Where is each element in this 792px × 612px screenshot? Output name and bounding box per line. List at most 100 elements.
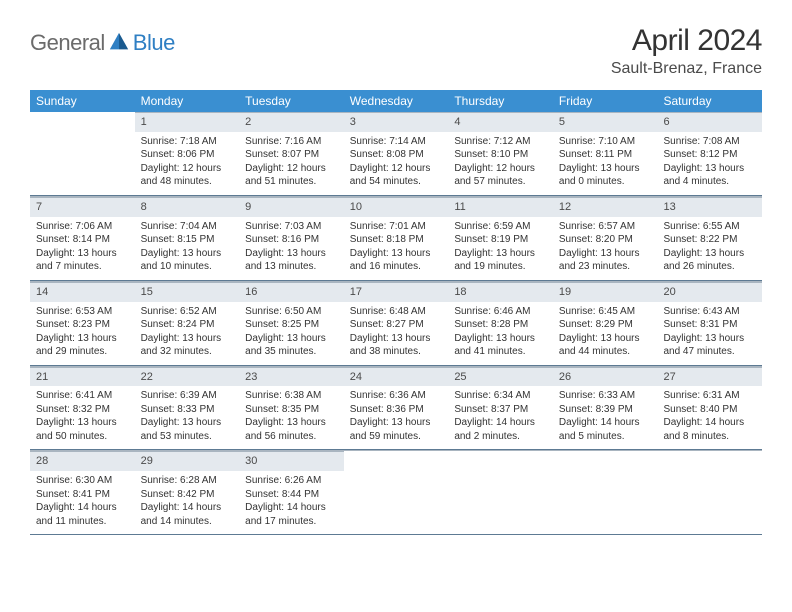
daylight-text: Daylight: 13 hours and 16 minutes. [350,247,443,274]
day-number: 13 [657,197,762,217]
day-number: 6 [657,112,762,132]
daylight-text: Daylight: 13 hours and 59 minutes. [350,416,443,443]
sunrise-text: Sunrise: 6:43 AM [663,305,756,319]
day-content: Sunrise: 6:52 AMSunset: 8:24 PMDaylight:… [135,305,240,359]
day-cell: 10 Sunrise: 7:01 AMSunset: 8:18 PMDayligh… [344,196,449,280]
day-number: 1 [135,112,240,132]
sunset-text: Sunset: 8:15 PM [141,233,234,247]
sunrise-text: Sunrise: 7:12 AM [454,135,547,149]
day-number: 16 [239,282,344,302]
weekday-header-row: SundayMondayTuesdayWednesdayThursdayFrid… [30,90,762,112]
sunset-text: Sunset: 8:40 PM [663,403,756,417]
day-cell: 13 Sunrise: 6:55 AMSunset: 8:22 PMDayligh… [657,196,762,280]
sunrise-text: Sunrise: 6:38 AM [245,389,338,403]
daylight-text: Daylight: 13 hours and 29 minutes. [36,332,129,359]
day-number: 5 [553,112,658,132]
daylight-text: Daylight: 14 hours and 11 minutes. [36,501,129,528]
week-row: 28 Sunrise: 6:30 AMSunset: 8:41 PMDayligh… [30,450,762,535]
day-number: 14 [30,282,135,302]
sunrise-text: Sunrise: 6:52 AM [141,305,234,319]
sunset-text: Sunset: 8:42 PM [141,488,234,502]
sunrise-text: Sunrise: 7:10 AM [559,135,652,149]
day-cell: 4 Sunrise: 7:12 AMSunset: 8:10 PMDaylight… [448,112,553,195]
day-number: 3 [344,112,449,132]
day-number: 10 [344,197,449,217]
day-cell: 26Sunrise: 6:33 AMSunset: 8:39 PMDayligh… [553,366,658,450]
day-number: 2 [239,112,344,132]
day-content: Sunrise: 6:38 AMSunset: 8:35 PMDaylight:… [239,389,344,443]
weekday-header: Thursday [448,90,553,112]
daylight-text: Daylight: 13 hours and 47 minutes. [663,332,756,359]
day-content: Sunrise: 7:18 AMSunset: 8:06 PMDaylight:… [135,135,240,189]
day-content: Sunrise: 6:30 AMSunset: 8:41 PMDaylight:… [30,474,135,528]
day-number: 25 [448,367,553,387]
sunset-text: Sunset: 8:07 PM [245,148,338,162]
day-content: Sunrise: 7:16 AMSunset: 8:07 PMDaylight:… [239,135,344,189]
sunset-text: Sunset: 8:44 PM [245,488,338,502]
sunrise-text: Sunrise: 6:59 AM [454,220,547,234]
day-cell: 5Sunrise: 7:10 AMSunset: 8:11 PMDaylight… [553,112,658,195]
day-content: Sunrise: 7:03 AMSunset: 8:16 PMDaylight:… [239,220,344,274]
logo-text-general: General [30,30,105,56]
weekday-header: Saturday [657,90,762,112]
day-content: Sunrise: 6:26 AMSunset: 8:44 PMDaylight:… [239,474,344,528]
day-cell [657,450,762,534]
daylight-text: Daylight: 13 hours and 38 minutes. [350,332,443,359]
day-cell: 15 Sunrise: 6:52 AMSunset: 8:24 PMDayligh… [135,281,240,365]
daylight-text: Daylight: 13 hours and 26 minutes. [663,247,756,274]
sunset-text: Sunset: 8:39 PM [559,403,652,417]
day-number: 29 [135,451,240,471]
sunrise-text: Sunrise: 7:03 AM [245,220,338,234]
daylight-text: Daylight: 14 hours and 8 minutes. [663,416,756,443]
day-content: Sunrise: 7:01 AMSunset: 8:18 PMDaylight:… [344,220,449,274]
sunrise-text: Sunrise: 6:28 AM [141,474,234,488]
sunset-text: Sunset: 8:32 PM [36,403,129,417]
day-cell: 23Sunrise: 6:38 AMSunset: 8:35 PMDayligh… [239,366,344,450]
day-number: 4 [448,112,553,132]
day-content: Sunrise: 6:39 AMSunset: 8:33 PMDaylight:… [135,389,240,443]
day-cell: 9Sunrise: 7:03 AMSunset: 8:16 PMDaylight… [239,196,344,280]
week-row: 21Sunrise: 6:41 AMSunset: 8:32 PMDayligh… [30,366,762,451]
day-number [657,451,762,471]
day-content: Sunrise: 6:46 AMSunset: 8:28 PMDaylight:… [448,305,553,359]
sunset-text: Sunset: 8:19 PM [454,233,547,247]
calendar-page: General Blue April 2024 Sault-Brenaz, Fr… [0,0,792,555]
daylight-text: Daylight: 13 hours and 10 minutes. [141,247,234,274]
day-cell: 19Sunrise: 6:45 AMSunset: 8:29 PMDayligh… [553,281,658,365]
weekday-header: Tuesday [239,90,344,112]
weekday-header: Sunday [30,90,135,112]
sunset-text: Sunset: 8:31 PM [663,318,756,332]
daylight-text: Daylight: 12 hours and 54 minutes. [350,162,443,189]
day-content: Sunrise: 7:08 AMSunset: 8:12 PMDaylight:… [657,135,762,189]
daylight-text: Daylight: 14 hours and 5 minutes. [559,416,652,443]
sunrise-text: Sunrise: 7:06 AM [36,220,129,234]
sunset-text: Sunset: 8:35 PM [245,403,338,417]
day-number [30,112,135,132]
day-number: 7 [30,197,135,217]
day-content: Sunrise: 6:43 AMSunset: 8:31 PMDaylight:… [657,305,762,359]
sunset-text: Sunset: 8:06 PM [141,148,234,162]
daylight-text: Daylight: 13 hours and 0 minutes. [559,162,652,189]
day-number: 28 [30,451,135,471]
day-number: 11 [448,197,553,217]
day-content: Sunrise: 7:04 AMSunset: 8:15 PMDaylight:… [135,220,240,274]
sunset-text: Sunset: 8:24 PM [141,318,234,332]
daylight-text: Daylight: 13 hours and 13 minutes. [245,247,338,274]
day-content: Sunrise: 7:12 AMSunset: 8:10 PMDaylight:… [448,135,553,189]
day-number: 15 [135,282,240,302]
sunrise-text: Sunrise: 6:33 AM [559,389,652,403]
location-label: Sault-Brenaz, France [611,60,762,78]
sunset-text: Sunset: 8:22 PM [663,233,756,247]
day-number: 30 [239,451,344,471]
weekday-header: Friday [553,90,658,112]
day-number: 23 [239,367,344,387]
day-content: Sunrise: 6:55 AMSunset: 8:22 PMDaylight:… [657,220,762,274]
day-number: 21 [30,367,135,387]
day-content: Sunrise: 6:50 AMSunset: 8:25 PMDaylight:… [239,305,344,359]
day-content: Sunrise: 7:14 AMSunset: 8:08 PMDaylight:… [344,135,449,189]
weekday-header: Wednesday [344,90,449,112]
day-cell: 21Sunrise: 6:41 AMSunset: 8:32 PMDayligh… [30,366,135,450]
day-cell: 14Sunrise: 6:53 AMSunset: 8:23 PMDayligh… [30,281,135,365]
day-cell: 25Sunrise: 6:34 AMSunset: 8:37 PMDayligh… [448,366,553,450]
day-cell: 29Sunrise: 6:28 AMSunset: 8:42 PMDayligh… [135,450,240,534]
